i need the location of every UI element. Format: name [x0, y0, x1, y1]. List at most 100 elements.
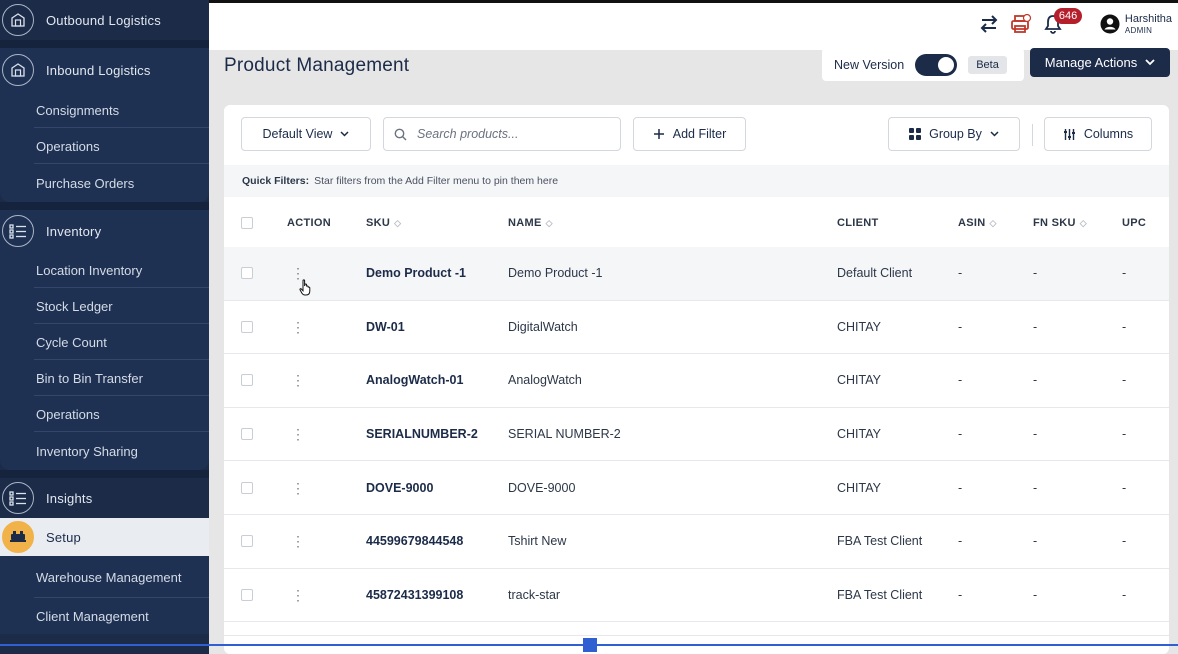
row-actions-icon[interactable]: ⋮ [291, 372, 305, 389]
sidebar-item-consignments[interactable]: Consignments [0, 92, 209, 128]
client-name: CHITAY [837, 480, 881, 495]
row-checkbox[interactable] [241, 374, 253, 387]
new-version-label: New Version [834, 57, 905, 72]
search-icon [394, 128, 407, 140]
table-row[interactable]: ⋮ SERIALNUMBER-2 SERIAL NUMBER-2 CHITAY … [224, 408, 1169, 462]
sku-link[interactable]: 45872431399108 [366, 587, 464, 602]
table-row[interactable]: ⋮ 45872431399108 track-star FBA Test Cli… [224, 569, 1169, 623]
sidebar-item-purchase-orders[interactable]: Purchase Orders [36, 175, 135, 191]
row-actions-icon[interactable]: ⋮ [291, 265, 305, 282]
new-version-toggle[interactable] [915, 53, 958, 76]
add-filter-label: Add Filter [672, 127, 727, 141]
default-view-dropdown[interactable]: Default View [241, 117, 371, 151]
list-icon [2, 215, 34, 247]
upc-value: - [1122, 373, 1127, 388]
sidebar-item-setup[interactable]: Setup [0, 518, 209, 556]
sidebar-item-label: Inbound Logistics [46, 62, 151, 78]
upc-value: - [1122, 480, 1127, 495]
sidebar-item-label: Outbound Logistics [46, 12, 161, 28]
sidebar-item-location-inventory[interactable]: Location Inventory [0, 252, 209, 288]
table-row[interactable]: ⋮ DOVE-9000 DOVE-9000 CHITAY - - - [224, 461, 1169, 515]
sku-link[interactable]: DOVE-9000 [366, 480, 434, 495]
group-by-dropdown[interactable]: Group By [888, 117, 1020, 151]
search-input[interactable] [415, 126, 609, 142]
sidebar-item-inventory-sharing[interactable]: Inventory Sharing [36, 443, 138, 459]
column-header-client: CLIENT [837, 217, 879, 229]
product-name: AnalogWatch [508, 373, 582, 388]
row-checkbox[interactable] [241, 320, 253, 333]
row-checkbox[interactable] [241, 588, 253, 601]
row-actions-icon[interactable]: ⋮ [291, 479, 305, 496]
chevron-down-icon [1145, 59, 1155, 66]
chevron-down-icon [340, 131, 349, 137]
row-checkbox[interactable] [241, 267, 253, 280]
table-row[interactable]: ⋮ DW-01 DigitalWatch CHITAY - - - [224, 301, 1169, 355]
selection-frame-handle[interactable] [583, 638, 597, 652]
sku-link[interactable]: SERIALNUMBER-2 [366, 427, 478, 442]
sidebar-item-stock-ledger[interactable]: Stock Ledger [0, 288, 209, 324]
table-row[interactable]: ⋮ 44599679844548 Tshirt New FBA Test Cli… [224, 515, 1169, 569]
sort-icon: ◇ [989, 217, 997, 228]
add-filter-button[interactable]: Add Filter [633, 117, 746, 151]
sidebar-item-operations[interactable]: Operations [0, 396, 209, 432]
row-actions-icon[interactable]: ⋮ [291, 586, 305, 603]
sort-icon: ◇ [394, 217, 402, 228]
user-menu[interactable]: Harshitha ADMIN [1100, 13, 1172, 35]
column-header-asin[interactable]: ASIN ◇ [958, 217, 997, 229]
product-name: Demo Product -1 [508, 266, 603, 281]
sidebar-item-outbound-logistics[interactable]: Outbound Logistics [0, 0, 209, 40]
hand-cursor-icon [299, 279, 311, 296]
row-checkbox[interactable] [241, 535, 253, 548]
user-role: ADMIN [1124, 26, 1153, 35]
sidebar-item-inbound-logistics[interactable]: Inbound Logistics [0, 48, 209, 92]
sidebar-item-insights[interactable]: Insights [0, 478, 209, 518]
columns-label: Columns [1083, 127, 1134, 141]
row-actions-icon[interactable]: ⋮ [291, 426, 305, 443]
sort-icon: ◇ [1079, 217, 1087, 228]
swap-icon[interactable] [978, 13, 1000, 35]
column-header-sku[interactable]: SKU ◇ [366, 217, 402, 229]
sku-link[interactable]: 44599679844548 [366, 534, 464, 549]
select-all-checkbox[interactable] [241, 217, 253, 229]
sidebar-item-label: Setup [46, 529, 81, 545]
column-header-action: ACTION [287, 217, 331, 229]
upc-value: - [1122, 319, 1127, 334]
default-view-label: Default View [262, 127, 333, 141]
sidebar-item-bin-to-bin-transfer[interactable]: Bin to Bin Transfer [0, 360, 209, 396]
printer-icon[interactable] [1010, 13, 1032, 35]
sidebar-item-inventory[interactable]: Inventory [0, 210, 209, 252]
row-actions-icon[interactable]: ⋮ [291, 318, 305, 335]
column-header-fn-sku[interactable]: FN SKU ◇ [1033, 217, 1087, 229]
sliders-icon [1063, 128, 1075, 140]
table-header: ACTION SKU ◇ NAME ◇ CLIENT ASIN ◇ FN SKU ◇ U… [224, 199, 1169, 248]
sku-link[interactable]: DW-01 [366, 319, 405, 334]
asin-value: - [958, 319, 963, 334]
notification-badge: 646 [1053, 8, 1083, 24]
row-checkbox[interactable] [241, 481, 253, 494]
table-row[interactable]: ⋮ Demo Product -1 Demo Product -1 Defaul… [224, 247, 1169, 301]
column-header-name[interactable]: NAME ◇ [508, 217, 553, 229]
sku-link[interactable]: AnalogWatch-01 [366, 373, 464, 388]
client-name: CHITAY [837, 319, 881, 334]
row-actions-icon[interactable]: ⋮ [291, 533, 305, 550]
warehouse-icon [2, 54, 34, 86]
sku-link[interactable]: Demo Product -1 [366, 266, 467, 281]
sidebar-item-operations[interactable]: Operations [0, 128, 209, 164]
sidebar-item-client-management[interactable]: Client Management [36, 608, 149, 624]
quick-filters-bar: Quick Filters: Star filters from the Add… [224, 165, 1169, 197]
product-name: SERIAL NUMBER-2 [508, 427, 621, 442]
client-name: CHITAY [837, 427, 881, 442]
table-footer-divider [224, 635, 1169, 636]
client-name: Default Client [837, 266, 913, 281]
manage-actions-button[interactable]: Manage Actions [1030, 48, 1170, 77]
product-name: Tshirt New [508, 534, 567, 549]
table-row[interactable]: ⋮ AnalogWatch-01 AnalogWatch CHITAY - - … [224, 354, 1169, 408]
sidebar-item-cycle-count[interactable]: Cycle Count [0, 324, 209, 360]
toolbar-divider [1032, 124, 1033, 146]
table-body: ⋮ Demo Product -1 Demo Product -1 Defaul… [224, 247, 1169, 623]
columns-button[interactable]: Columns [1044, 117, 1152, 151]
bell-icon[interactable]: 646 [1042, 8, 1083, 35]
sidebar-item-warehouse-management[interactable]: Warehouse Management [0, 556, 209, 598]
asin-value: - [958, 373, 963, 388]
row-checkbox[interactable] [241, 428, 253, 441]
